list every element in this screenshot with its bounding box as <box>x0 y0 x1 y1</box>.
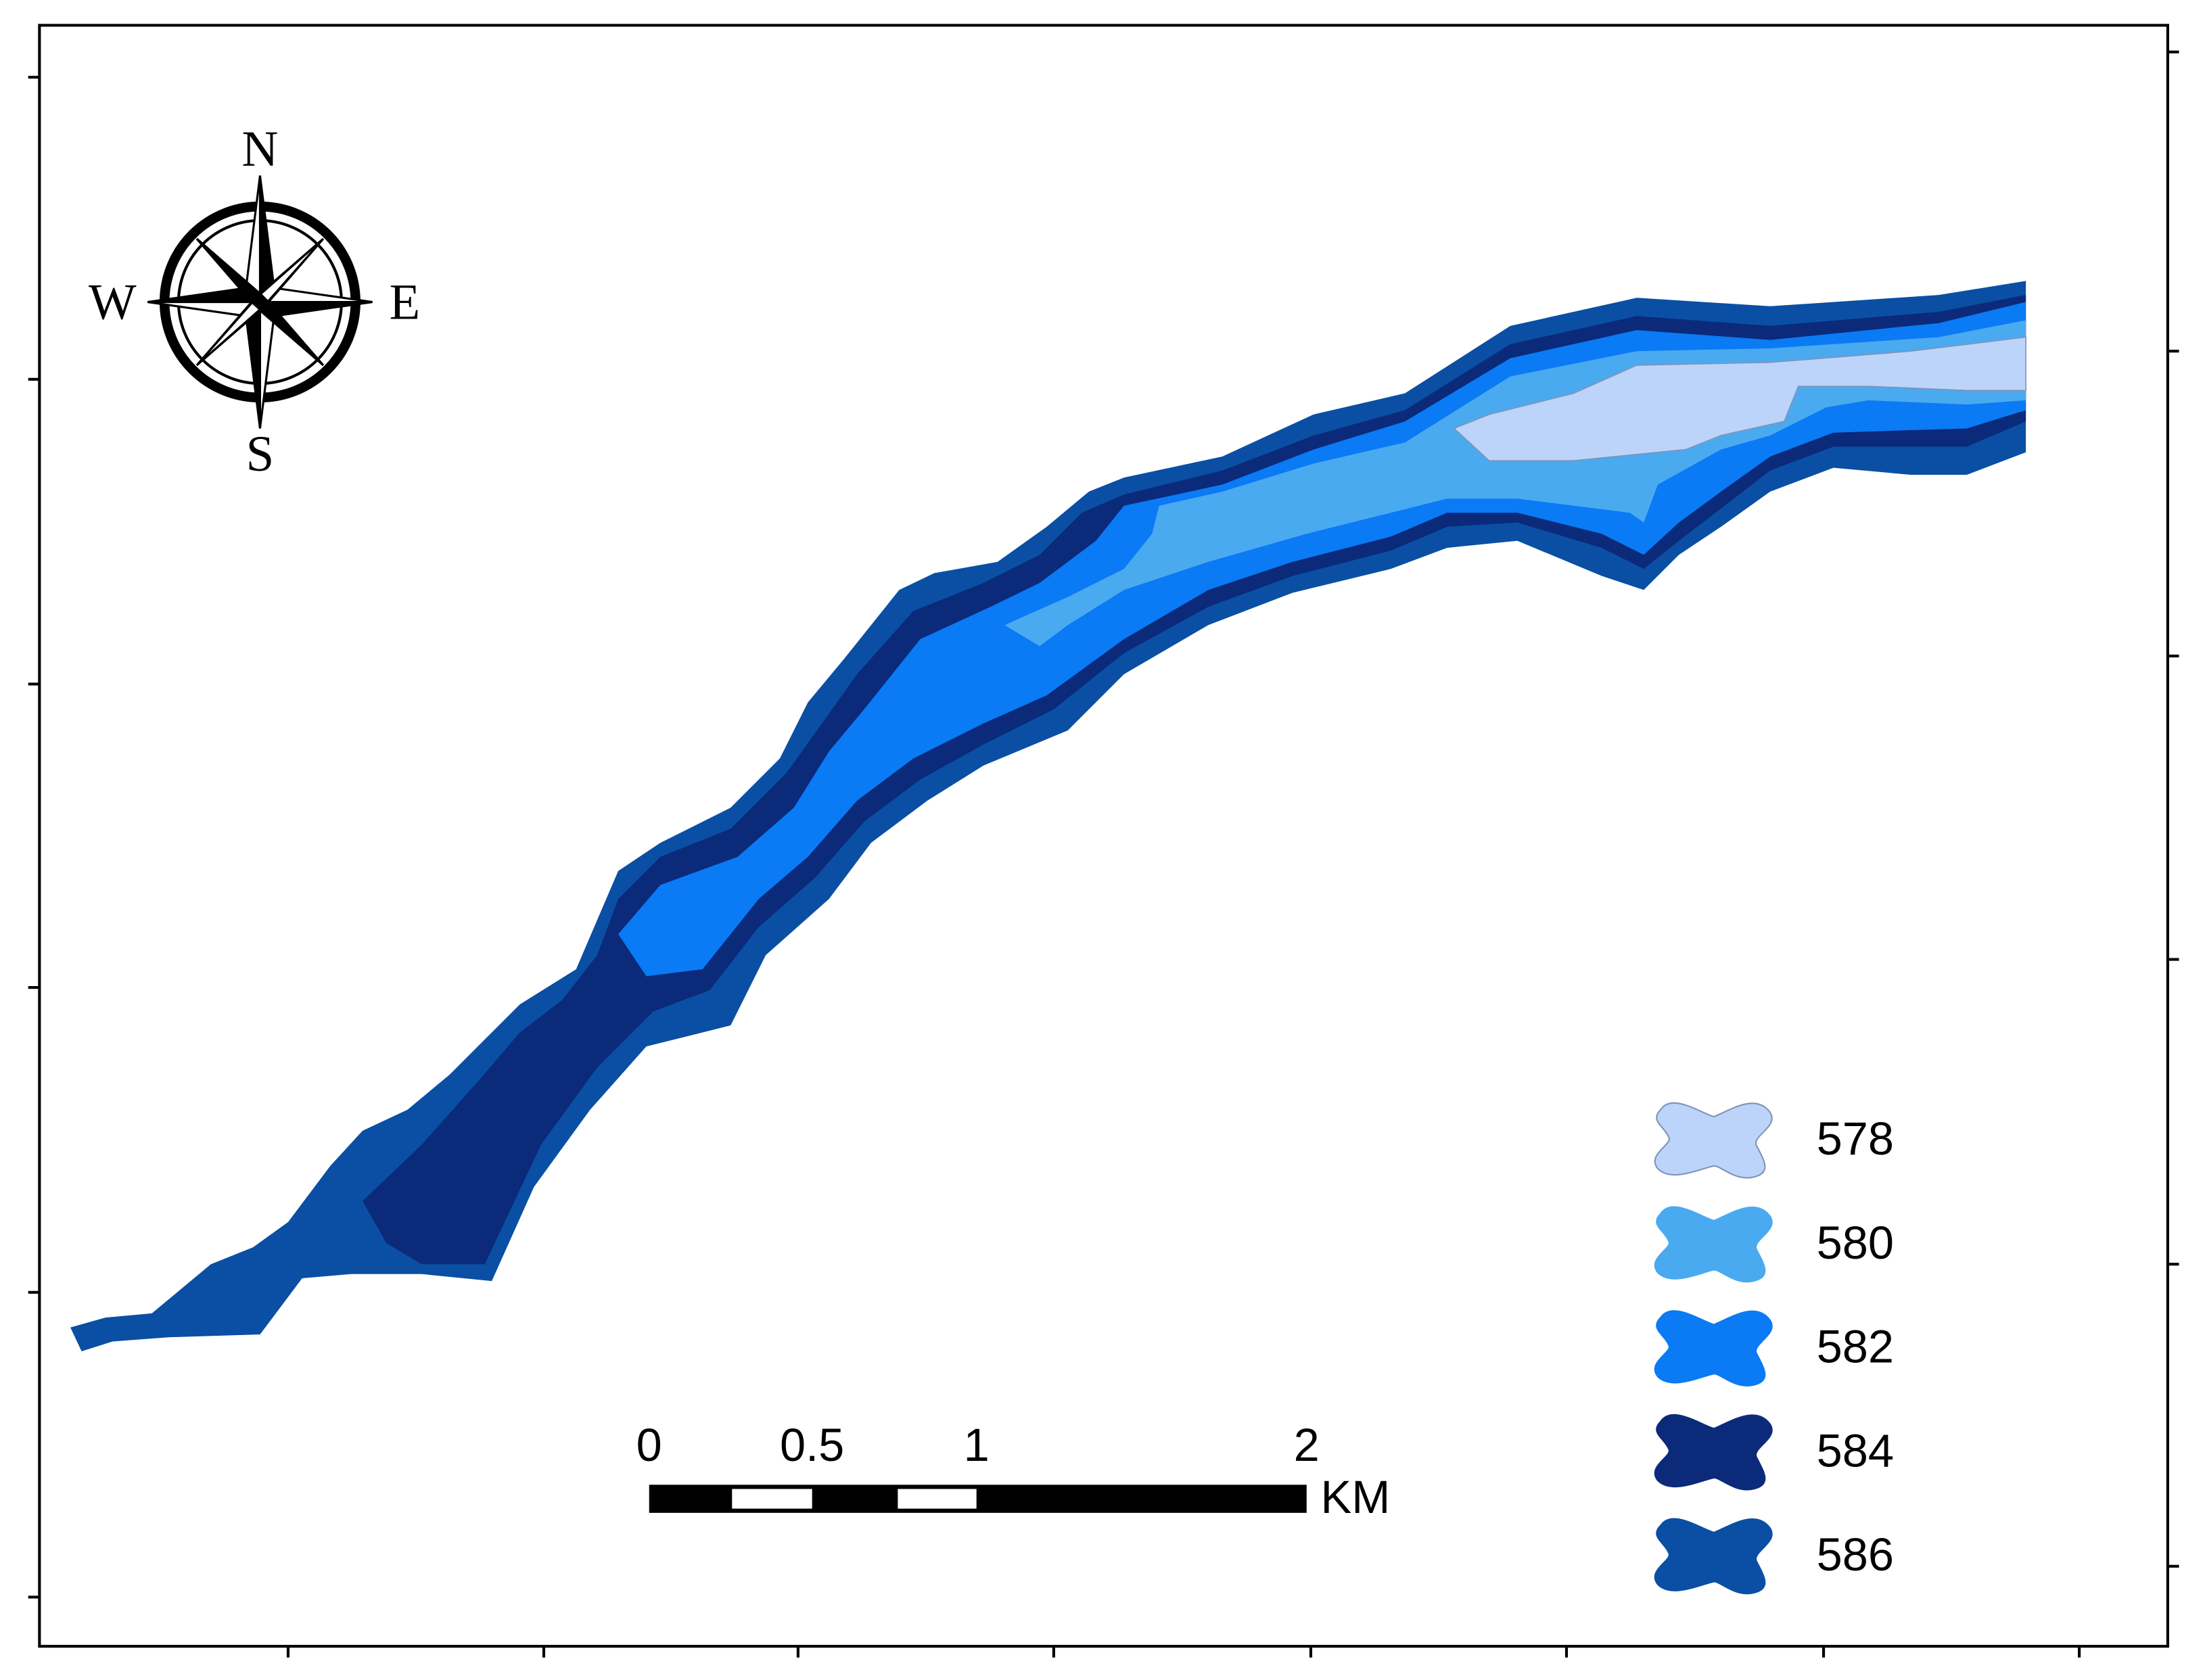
legend-label: 586 <box>1817 1529 1894 1581</box>
scale-label: 0.5 <box>780 1419 844 1471</box>
legend-label: 584 <box>1817 1424 1894 1476</box>
scale-bar: 0 0.5 1 2 KM <box>636 1419 1391 1523</box>
legend: 578 580 582 584 586 <box>1654 1102 1894 1595</box>
legend-label: 578 <box>1817 1113 1894 1165</box>
compass-west: W <box>89 274 137 330</box>
scale-label: 0 <box>636 1419 662 1471</box>
legend-label: 582 <box>1817 1321 1894 1373</box>
compass-east: E <box>390 274 421 330</box>
river-contours <box>70 281 2026 1351</box>
contour-578 <box>1453 336 2026 462</box>
compass-north: N <box>241 121 278 177</box>
legend-swatch <box>1654 1206 1773 1283</box>
legend-swatch <box>1654 1518 1773 1595</box>
map-frame <box>38 24 2169 1648</box>
legend-label: 580 <box>1817 1217 1894 1269</box>
scale-unit: KM <box>1321 1471 1391 1523</box>
legend-swatch <box>1654 1414 1773 1491</box>
frame-ticks <box>28 50 2179 1658</box>
legend-swatch <box>1654 1310 1773 1386</box>
scale-label: 1 <box>964 1419 990 1471</box>
compass-south: S <box>246 426 275 482</box>
scale-label: 2 <box>1294 1419 1320 1471</box>
compass-rose: N S W E <box>89 121 420 482</box>
legend-swatch <box>1654 1102 1773 1179</box>
